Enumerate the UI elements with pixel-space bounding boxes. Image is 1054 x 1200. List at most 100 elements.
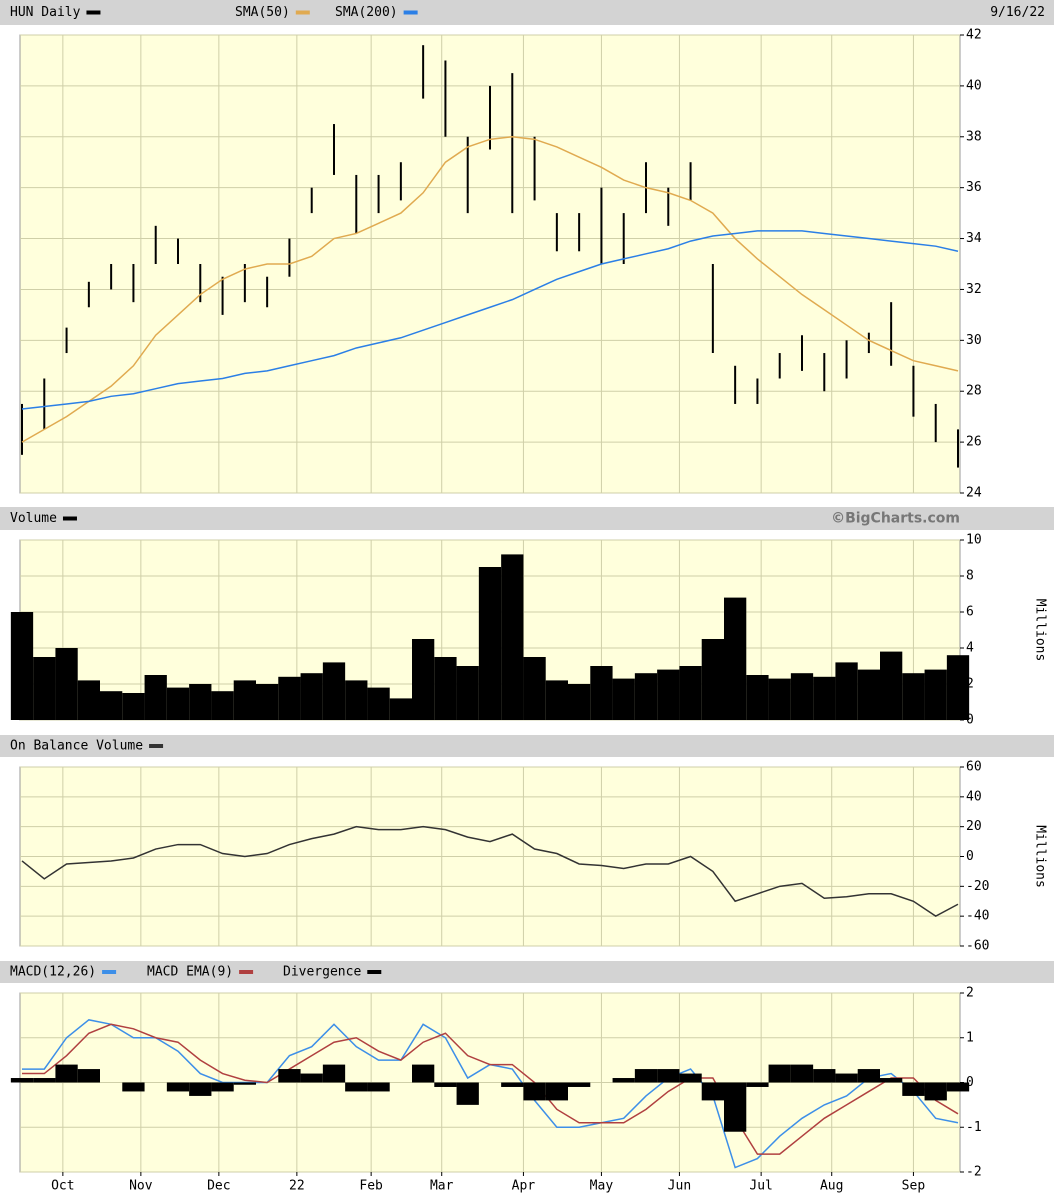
bar (568, 684, 591, 720)
bar (456, 1082, 479, 1105)
bar (322, 662, 346, 720)
bar (545, 1082, 568, 1101)
bar (434, 657, 457, 720)
bar (434, 1082, 457, 1087)
bar (857, 1069, 880, 1083)
y-tick-label: 38 (966, 129, 982, 144)
bar (545, 680, 568, 720)
bar (100, 691, 123, 720)
y-tick-label: -20 (966, 879, 989, 894)
bar (10, 612, 34, 720)
bar (612, 678, 635, 720)
bar (412, 639, 435, 720)
y-tick-label: 0 (966, 713, 974, 728)
bar (724, 597, 747, 720)
bar (367, 1082, 390, 1092)
bar (590, 666, 613, 720)
bar (189, 1082, 212, 1096)
bar (300, 673, 323, 720)
bar (33, 657, 56, 720)
bar (902, 673, 925, 720)
x-tick-label: Sep (902, 1179, 926, 1194)
bar (523, 657, 546, 720)
bar (233, 680, 256, 720)
bar (211, 1082, 234, 1092)
bar (746, 1082, 769, 1087)
legend-swatch (149, 744, 164, 748)
legend-label: MACD(12,26) (10, 965, 96, 980)
y-tick-label: -40 (966, 909, 989, 924)
bar (813, 1069, 836, 1083)
bar (501, 554, 524, 720)
bar (523, 1082, 546, 1101)
bar (166, 687, 190, 720)
bar (634, 1069, 658, 1083)
y-tick-label: 34 (966, 231, 982, 246)
y-tick-label: 0 (966, 849, 974, 864)
x-tick-label: Jul (749, 1179, 772, 1194)
y-tick-label: 6 (966, 605, 974, 620)
y-tick-label: 8 (966, 569, 974, 584)
y-tick-label: 28 (966, 384, 982, 399)
bar (612, 1078, 635, 1083)
bar (55, 648, 78, 720)
bar (768, 1064, 791, 1083)
legend-swatch (403, 10, 418, 15)
y-tick-label: 36 (966, 180, 982, 195)
legend-swatch (86, 10, 101, 15)
bar (768, 678, 791, 720)
x-tick-label: Jun (668, 1179, 691, 1194)
bar (568, 1082, 591, 1087)
panel-header (0, 961, 1054, 983)
bar (902, 1082, 925, 1096)
bar (389, 698, 412, 720)
y-tick-label: 26 (966, 435, 982, 450)
bar (77, 680, 100, 720)
y-tick-label: 0 (966, 1075, 974, 1090)
bar (33, 1078, 56, 1083)
legend-label: MACD EMA(9) (147, 965, 233, 980)
bar (946, 1082, 970, 1092)
bar (456, 666, 479, 720)
bar (835, 662, 858, 720)
line (21, 825, 959, 918)
bar (835, 1073, 858, 1083)
bar (924, 669, 947, 720)
x-tick-label: Feb (359, 1179, 383, 1194)
bar (746, 675, 769, 720)
line (21, 230, 959, 410)
legend-label: Divergence (283, 965, 361, 980)
y-tick-label: 2 (966, 986, 974, 1001)
legend-label: On Balance Volume (10, 739, 143, 754)
bar (634, 673, 658, 720)
bar (924, 1082, 947, 1101)
bar (412, 1064, 435, 1083)
legend-swatch (295, 10, 310, 15)
bar (55, 1064, 78, 1083)
bar (657, 669, 680, 720)
y-tick-label: 30 (966, 333, 982, 348)
line (21, 136, 959, 443)
bar (880, 1078, 903, 1083)
y-tick-label: 60 (966, 760, 982, 775)
y-tick-label: -2 (966, 1165, 982, 1180)
bar (790, 1064, 814, 1083)
y-tick-label: 10 (966, 533, 982, 548)
y-tick-label: 32 (966, 282, 982, 297)
x-tick-label: Nov (129, 1179, 153, 1194)
legend-label: Volume (10, 511, 57, 526)
bar (233, 1082, 256, 1085)
y-tick-label: 20 (966, 819, 982, 834)
y-tick-label: 40 (966, 789, 982, 804)
y-axis-label: Millions (1033, 825, 1048, 888)
bar (300, 1073, 323, 1083)
bar (122, 1082, 145, 1092)
bar (679, 1073, 702, 1083)
legend-label: HUN Daily (10, 5, 81, 20)
bar (166, 1082, 190, 1092)
y-tick-label: 40 (966, 78, 982, 93)
bar (701, 639, 724, 720)
bar (857, 669, 880, 720)
panel-header (0, 0, 1054, 25)
